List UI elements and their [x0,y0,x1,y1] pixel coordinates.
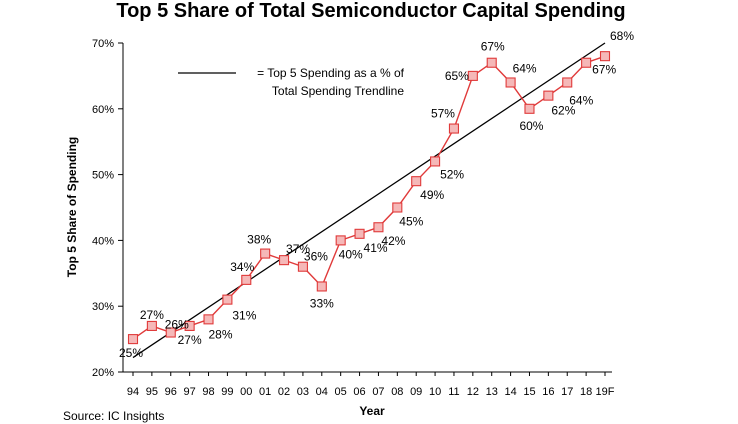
data-label: 37% [286,242,310,256]
data-label: 60% [519,119,543,133]
x-tick-label: 17 [561,386,573,398]
data-label: 65% [445,69,469,83]
x-tick-label: 04 [316,386,328,398]
data-point-marker [316,281,327,292]
trendline [132,42,606,359]
data-point-marker [562,77,573,88]
x-ticks: 94 95 96 97 98 99 00 01 02 03 04 05 06 07 08 09 10 11 12 13… [127,372,615,398]
data-point-marker [543,90,554,101]
x-tick-label: 02 [278,386,290,398]
data-point-marker [146,320,157,331]
x-tick-label: 95 [146,386,158,398]
series-line [132,55,606,340]
x-tick-label: 15 [523,386,535,398]
data-label: 27% [140,308,164,322]
data-point-marker [297,261,308,272]
x-tick-label: 98 [202,386,214,398]
x-tick-label: 10 [429,386,441,398]
data-label: 67% [592,63,616,77]
legend-label-line1: = Top 5 Spending as a % of [257,66,405,80]
y-tick-label: 60% [92,104,114,116]
x-tick-label: 16 [542,386,554,398]
data-point-marker [599,51,611,62]
data-point-marker [373,222,384,233]
data-label: 45% [399,215,423,229]
data-point-marker [278,255,290,266]
chart-title: Top 5 Share of Total Semiconductor Capit… [116,0,625,22]
x-tick-label: 07 [372,386,384,398]
data-point-marker [505,77,516,88]
data-label: 40% [339,247,363,261]
x-tick-label: 13 [486,386,498,398]
data-point-marker [203,314,214,325]
data-label: 26% [165,318,189,332]
y-ticks: 20% 30% 40% 50% 60% 70% [92,38,123,379]
data-label: 42% [381,234,405,248]
data-point-marker [127,334,139,345]
x-tick-label: 18 [580,386,592,398]
legend: = Top 5 Spending as a % of Total Spendin… [178,66,405,98]
legend-label-line2: Total Spending Trendline [272,84,404,98]
x-tick-label: 99 [221,386,233,398]
y-axis-title: Top 5 Share of Spending [65,137,79,277]
x-tick-label: 09 [410,386,422,398]
x-tick-label: 94 [127,386,139,398]
x-tick-label: 03 [297,386,309,398]
x-tick-label: 11 [448,386,459,398]
data-label: 34% [230,260,254,274]
x-tick-label: 97 [184,386,196,398]
y-tick-label: 30% [92,301,114,313]
data-label: 38% [247,233,271,247]
data-label: 57% [431,107,455,121]
data-point-marker [222,294,233,305]
series-layer [127,51,611,345]
x-tick-label: 01 [259,386,271,398]
data-label: 67% [481,40,505,54]
data-point-marker [392,202,403,213]
y-tick-label: 40% [92,235,114,247]
data-point-marker [165,327,176,338]
data-point-marker [260,248,271,259]
data-point-marker [430,156,441,167]
data-point-marker [448,123,460,134]
data-label: 52% [440,167,464,181]
data-labels: 25%27%26%27% 28%31%34%38%37%36%33%40% 41%4… [119,29,634,360]
source-note: Source: IC Insights [63,409,164,423]
x-tick-label: 08 [391,386,403,398]
axes: 20% 30% 40% 50% 60% 70% 94 95 96 97 98 99 00 01 02 03 0… [92,38,615,398]
data-label: 36% [304,250,328,264]
x-tick-label: 96 [165,386,177,398]
data-label: 68% [610,29,634,43]
data-label: 31% [232,309,256,323]
data-label: 41% [364,241,388,255]
data-label: 27% [178,333,202,347]
x-tick-label: 14 [504,386,516,398]
data-point-marker [581,57,592,68]
x-axis-title: Year [359,404,385,418]
x-tick-label: 19F [596,386,615,398]
data-point-marker [411,176,422,187]
data-label: 64% [513,61,537,75]
x-tick-label: 05 [335,386,347,398]
data-label: 28% [209,327,233,341]
y-tick-label: 20% [92,367,114,379]
data-label: 62% [551,104,575,118]
x-tick-label: 12 [467,386,479,398]
data-label: 33% [310,296,334,310]
data-point-marker [524,103,535,114]
x-tick-label: 00 [240,386,252,398]
data-point-marker [335,235,346,246]
x-tick-label: 06 [353,386,365,398]
data-point-marker [467,70,478,81]
data-point-marker [354,228,365,239]
data-label: 25% [119,346,143,360]
y-tick-label: 70% [92,38,114,50]
data-point-marker [241,274,252,285]
data-point-marker [486,57,497,68]
data-label: 49% [420,188,444,202]
y-tick-label: 50% [92,170,114,182]
data-label: 64% [569,93,593,107]
data-point-marker [184,320,195,331]
